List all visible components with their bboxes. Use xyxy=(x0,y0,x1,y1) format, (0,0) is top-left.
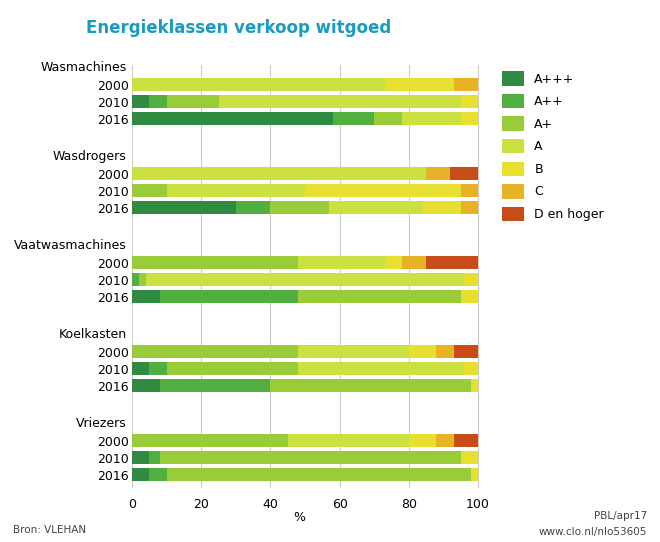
Bar xyxy=(166,362,298,375)
Bar xyxy=(132,256,298,269)
Bar xyxy=(402,256,426,269)
Bar xyxy=(288,434,409,447)
Bar xyxy=(271,201,329,214)
Bar xyxy=(132,345,298,358)
Bar xyxy=(132,451,149,464)
Bar xyxy=(149,451,160,464)
Bar xyxy=(132,468,149,481)
Bar xyxy=(426,256,478,269)
Bar xyxy=(385,78,454,91)
Bar xyxy=(454,345,478,358)
Bar xyxy=(329,201,422,214)
Legend: A+++, A++, A+, A, B, C, D en hoger: A+++, A++, A+, A, B, C, D en hoger xyxy=(502,72,604,221)
Bar xyxy=(409,434,436,447)
Text: Wasdrogers: Wasdrogers xyxy=(53,150,127,163)
Text: Energieklassen verkoop witgoed: Energieklassen verkoop witgoed xyxy=(86,19,391,37)
Bar xyxy=(271,379,471,392)
Bar xyxy=(166,95,218,108)
Bar xyxy=(422,201,461,214)
Bar xyxy=(139,273,146,286)
Text: Vriezers: Vriezers xyxy=(76,417,127,430)
Bar xyxy=(132,290,160,303)
Bar xyxy=(298,362,464,375)
Text: PBL/apr17: PBL/apr17 xyxy=(593,512,647,521)
Text: Bron: VLEHAN: Bron: VLEHAN xyxy=(13,526,86,535)
Bar xyxy=(146,273,464,286)
Bar xyxy=(132,78,385,91)
Bar xyxy=(305,184,461,197)
Bar xyxy=(160,379,271,392)
Bar xyxy=(132,112,333,125)
Bar xyxy=(471,468,478,481)
Bar xyxy=(132,167,426,180)
Bar xyxy=(374,112,402,125)
Text: www.clo.nl/nlo53605: www.clo.nl/nlo53605 xyxy=(539,527,647,537)
Bar xyxy=(464,362,478,375)
Bar xyxy=(218,95,461,108)
Bar xyxy=(149,468,166,481)
Bar xyxy=(166,184,305,197)
Bar xyxy=(450,167,478,180)
Bar xyxy=(166,468,471,481)
Bar xyxy=(409,345,436,358)
Text: Vaatwasmachines: Vaatwasmachines xyxy=(14,239,127,252)
Bar xyxy=(461,451,478,464)
Bar xyxy=(385,256,402,269)
Bar xyxy=(461,201,478,214)
Bar xyxy=(402,112,461,125)
Bar xyxy=(464,273,478,286)
Bar xyxy=(132,379,160,392)
Bar xyxy=(160,451,461,464)
Bar xyxy=(132,95,149,108)
Bar xyxy=(461,112,478,125)
Bar xyxy=(149,95,166,108)
Bar xyxy=(426,167,450,180)
Text: Wasmachines: Wasmachines xyxy=(40,61,127,74)
Bar xyxy=(461,290,478,303)
Bar xyxy=(132,201,236,214)
Bar xyxy=(132,184,166,197)
Bar xyxy=(461,95,478,108)
Text: Koelkasten: Koelkasten xyxy=(59,328,127,341)
Bar xyxy=(298,345,409,358)
Bar xyxy=(132,434,288,447)
Bar xyxy=(298,290,461,303)
Bar xyxy=(454,78,478,91)
Bar xyxy=(149,362,166,375)
Bar xyxy=(436,434,454,447)
Bar xyxy=(160,290,298,303)
Bar xyxy=(236,201,271,214)
Bar xyxy=(461,184,478,197)
Bar xyxy=(298,256,385,269)
Bar xyxy=(471,379,478,392)
Bar xyxy=(132,273,139,286)
Bar xyxy=(333,112,374,125)
X-axis label: %: % xyxy=(294,511,306,524)
Bar xyxy=(436,345,454,358)
Bar xyxy=(132,362,149,375)
Bar xyxy=(454,434,478,447)
